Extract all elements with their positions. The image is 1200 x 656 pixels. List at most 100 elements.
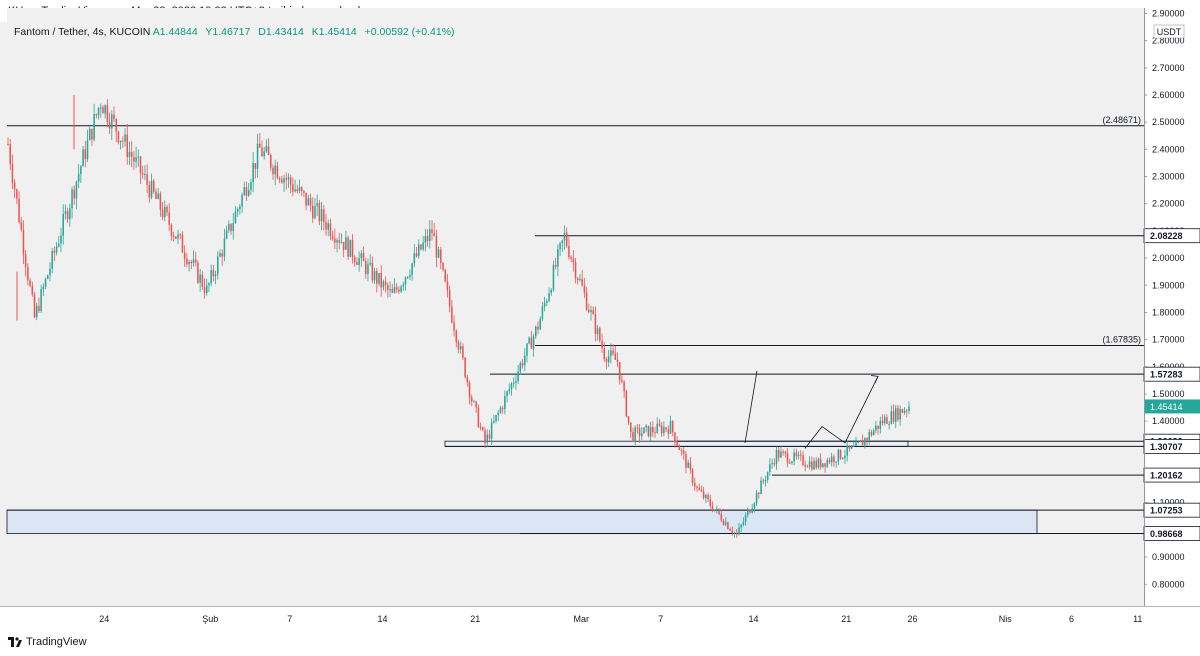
candle-body bbox=[800, 454, 802, 456]
x-tick-label: 26 bbox=[907, 614, 917, 624]
candle-body bbox=[97, 107, 100, 116]
candle-body bbox=[376, 270, 378, 284]
candle-body bbox=[119, 140, 122, 143]
y-tick-label: 2.20000 bbox=[1152, 199, 1185, 209]
x-tick-label: 7 bbox=[658, 614, 663, 624]
candle-body bbox=[393, 287, 396, 293]
candle-body bbox=[574, 262, 577, 279]
candle-body bbox=[510, 383, 513, 390]
candle-body bbox=[389, 289, 391, 291]
candle-body bbox=[157, 193, 159, 199]
candle-body bbox=[484, 430, 486, 443]
candle-body bbox=[431, 229, 433, 234]
candle-body bbox=[740, 524, 742, 528]
candle-body bbox=[654, 432, 656, 434]
candle-body bbox=[66, 211, 69, 220]
candle-body bbox=[530, 337, 533, 349]
candle-body bbox=[506, 391, 508, 397]
candle-body bbox=[349, 239, 352, 257]
candle-body bbox=[261, 147, 263, 157]
candle-body bbox=[601, 340, 603, 348]
candle-body bbox=[583, 285, 586, 293]
candle-body bbox=[685, 454, 687, 468]
candle-body bbox=[689, 462, 692, 470]
y-tick-label: 1.10000 bbox=[1152, 498, 1185, 508]
candle-body bbox=[440, 249, 442, 263]
candle-body bbox=[35, 305, 38, 318]
candle-body bbox=[113, 114, 115, 119]
x-tick-label: 6 bbox=[1069, 614, 1074, 624]
candle-body bbox=[307, 198, 310, 206]
candle-body bbox=[634, 427, 636, 441]
candle-body bbox=[318, 203, 321, 222]
candle-body bbox=[731, 530, 734, 534]
candle-body bbox=[822, 463, 824, 468]
demand-zone[interactable] bbox=[6, 509, 1038, 534]
candle-body bbox=[780, 451, 782, 458]
candle-body bbox=[581, 278, 583, 286]
candle-body bbox=[899, 409, 901, 420]
candle-body bbox=[647, 425, 650, 437]
candle-body bbox=[709, 499, 712, 506]
candle-body bbox=[722, 520, 725, 525]
candle-body bbox=[340, 241, 343, 243]
currency-box[interactable] bbox=[1153, 24, 1185, 39]
candle-body bbox=[146, 174, 148, 185]
candle-body bbox=[766, 472, 769, 481]
candle-body bbox=[802, 455, 804, 465]
candle-body bbox=[442, 262, 444, 270]
y-tick-label: 2.40000 bbox=[1152, 144, 1185, 154]
candle-body bbox=[532, 336, 535, 349]
time-axis[interactable] bbox=[0, 606, 1200, 630]
candle-body bbox=[86, 140, 89, 160]
level-price-label: 1.30707 bbox=[1150, 442, 1183, 452]
candle-body bbox=[559, 243, 561, 250]
candle-body bbox=[753, 503, 756, 509]
candle-body bbox=[250, 182, 252, 190]
candle-body bbox=[356, 262, 358, 265]
candle-body bbox=[234, 211, 237, 224]
candle-body bbox=[636, 427, 639, 429]
candle-body bbox=[844, 455, 846, 459]
candle-body bbox=[128, 151, 131, 157]
candle-body bbox=[219, 253, 221, 257]
candle-body bbox=[58, 243, 60, 247]
candle-body bbox=[46, 275, 49, 279]
candle-body bbox=[758, 492, 760, 495]
candle-body bbox=[830, 456, 833, 463]
candle-body bbox=[879, 420, 882, 429]
candle-body bbox=[466, 377, 469, 383]
x-tick-label: Mar bbox=[574, 614, 590, 624]
candle-body bbox=[864, 438, 866, 446]
candle-body bbox=[791, 461, 793, 464]
candle-body bbox=[565, 232, 568, 246]
candle-body bbox=[360, 253, 363, 259]
candle-body bbox=[711, 505, 714, 511]
candle-body bbox=[462, 346, 464, 358]
candle-body bbox=[698, 487, 700, 490]
candle-body bbox=[13, 182, 16, 190]
candle-body bbox=[188, 262, 190, 265]
candle-body bbox=[24, 254, 27, 268]
candle-body bbox=[406, 276, 409, 278]
candle-body bbox=[221, 253, 223, 257]
candle-body bbox=[49, 268, 51, 276]
candle-body bbox=[718, 508, 720, 514]
projection-path[interactable] bbox=[804, 376, 879, 449]
candle-body bbox=[342, 241, 345, 250]
tradingview-logo[interactable]: TradingView bbox=[8, 636, 87, 648]
candle-body bbox=[833, 456, 835, 463]
candle-body bbox=[380, 273, 382, 288]
candle-body bbox=[649, 427, 652, 437]
candle-body bbox=[212, 270, 215, 277]
candle-body bbox=[733, 532, 736, 534]
candle-body bbox=[669, 421, 672, 434]
brand-label: TradingView bbox=[26, 636, 87, 648]
candle-body bbox=[152, 180, 155, 192]
candles[interactable] bbox=[7, 94, 910, 538]
measured-move-line[interactable] bbox=[744, 370, 758, 443]
candle-body bbox=[181, 235, 184, 253]
chart-pane[interactable] bbox=[7, 8, 1145, 606]
candle-body bbox=[276, 165, 279, 179]
